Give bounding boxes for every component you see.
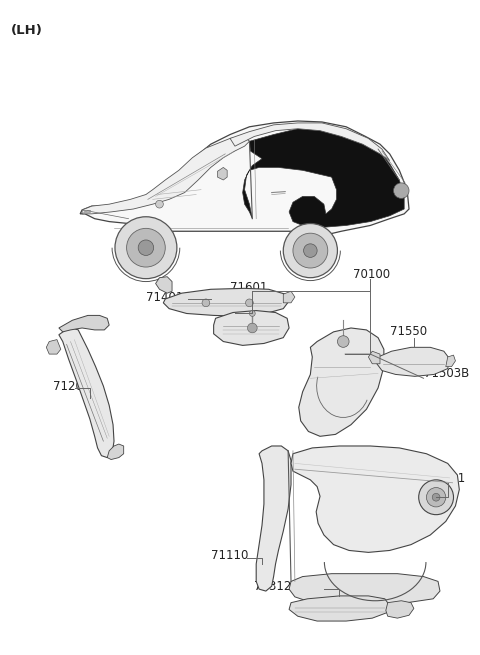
Polygon shape xyxy=(446,355,456,367)
Circle shape xyxy=(293,233,328,268)
Circle shape xyxy=(303,244,317,257)
Polygon shape xyxy=(156,276,172,293)
Polygon shape xyxy=(289,596,390,621)
Polygon shape xyxy=(376,347,450,377)
Circle shape xyxy=(115,217,177,278)
Text: 71110: 71110 xyxy=(211,549,248,562)
Circle shape xyxy=(419,480,454,515)
Circle shape xyxy=(248,323,257,333)
Circle shape xyxy=(250,310,255,316)
Circle shape xyxy=(283,223,337,278)
Polygon shape xyxy=(163,288,289,316)
Circle shape xyxy=(426,487,446,507)
Circle shape xyxy=(432,493,440,501)
Polygon shape xyxy=(368,351,380,364)
Circle shape xyxy=(337,336,349,347)
Circle shape xyxy=(127,229,165,267)
Polygon shape xyxy=(107,444,124,460)
Text: 71531: 71531 xyxy=(428,472,466,485)
Circle shape xyxy=(156,200,163,208)
Polygon shape xyxy=(46,339,61,354)
Text: (LH): (LH) xyxy=(11,24,42,37)
Polygon shape xyxy=(59,328,114,458)
Polygon shape xyxy=(289,574,440,605)
Text: 71601: 71601 xyxy=(230,281,267,294)
Polygon shape xyxy=(243,127,404,227)
Polygon shape xyxy=(283,291,295,303)
Text: 71503B: 71503B xyxy=(424,367,470,380)
Polygon shape xyxy=(80,121,409,270)
Circle shape xyxy=(202,299,210,307)
Text: 71312: 71312 xyxy=(254,580,292,593)
Polygon shape xyxy=(256,446,291,591)
Circle shape xyxy=(246,299,253,307)
Polygon shape xyxy=(291,446,459,552)
Text: 70100: 70100 xyxy=(353,269,390,281)
Polygon shape xyxy=(230,123,390,160)
Polygon shape xyxy=(299,328,384,436)
Polygon shape xyxy=(217,168,227,180)
Text: 71401C: 71401C xyxy=(146,291,192,303)
Polygon shape xyxy=(214,310,289,345)
Polygon shape xyxy=(59,316,109,332)
Circle shape xyxy=(394,183,409,198)
Text: 71550: 71550 xyxy=(390,326,427,339)
Text: 71201: 71201 xyxy=(53,379,90,392)
Polygon shape xyxy=(386,601,414,618)
Circle shape xyxy=(138,240,154,255)
Polygon shape xyxy=(82,136,250,214)
